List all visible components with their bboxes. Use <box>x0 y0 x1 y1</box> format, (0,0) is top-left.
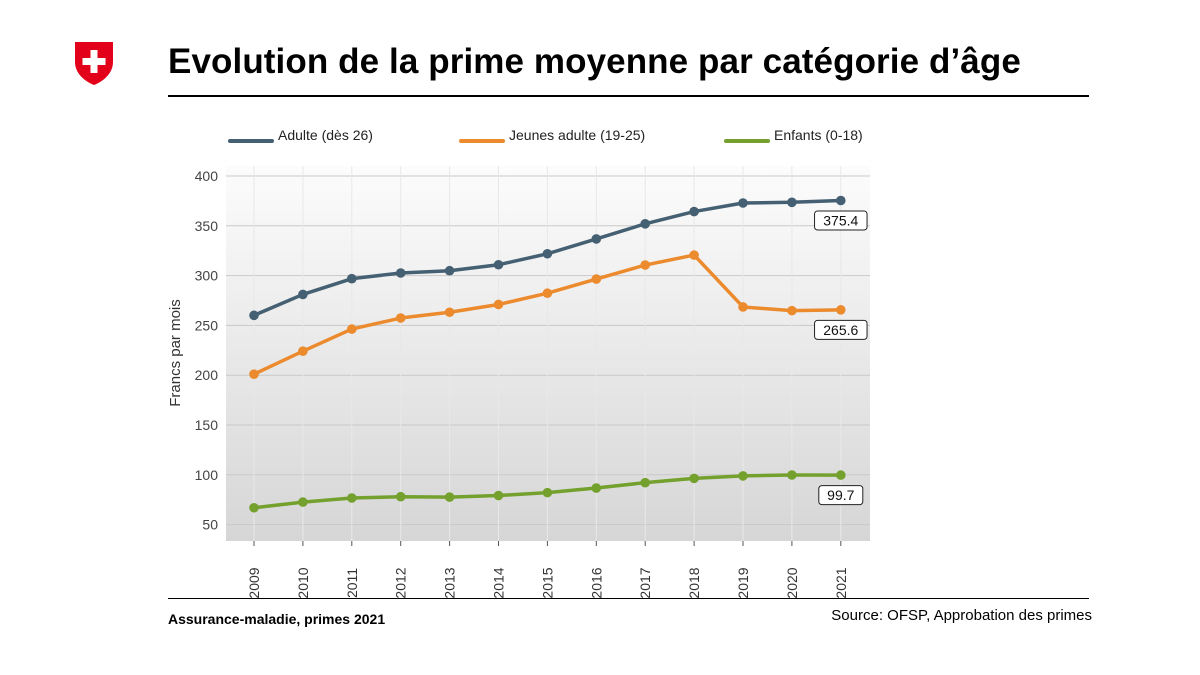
data-point <box>395 313 406 323</box>
y-tick-label: 350 <box>195 218 219 234</box>
legend-label: Adulte (dès 26) <box>278 127 373 143</box>
x-tick-label: 2017 <box>637 567 653 598</box>
data-point <box>249 369 259 380</box>
data-point <box>738 302 748 312</box>
x-tick-label: 2016 <box>588 567 604 598</box>
end-label-box <box>818 485 864 506</box>
data-point <box>493 259 504 270</box>
data-point <box>738 471 748 481</box>
data-point <box>689 473 699 484</box>
data-point <box>395 268 406 278</box>
data-point <box>249 310 259 321</box>
data-point <box>591 483 602 493</box>
source-note: Source: OFSP, Approbation des primes <box>831 607 1092 624</box>
y-tick-label: 250 <box>195 317 219 333</box>
data-point <box>395 491 406 502</box>
y-axis-ticks: 50 100 150 200 250 300 350 400 <box>195 168 219 533</box>
legend: Adulte (dès 26) Jeunes adulte (19-25) Enfa… <box>228 127 863 143</box>
data-point <box>836 470 846 480</box>
x-tick-label: 2021 <box>833 567 849 598</box>
data-point <box>444 492 455 502</box>
data-point <box>298 497 308 507</box>
data-point <box>493 490 504 501</box>
swiss-cross-logo <box>73 40 115 86</box>
x-tick-label: 2012 <box>393 567 409 598</box>
data-point <box>347 493 357 503</box>
end-label-box <box>814 210 868 231</box>
data-point <box>591 234 602 244</box>
end-labels: 375.4 265.6 99.7 <box>814 210 868 506</box>
x-axis-ticks: 2009 2010 2011 2012 2013 2014 2015 2016 2017 2018… <box>246 541 849 599</box>
data-point <box>542 487 553 498</box>
data-point <box>444 307 455 318</box>
x-tick-label: 2013 <box>442 567 458 598</box>
data-point <box>444 265 455 276</box>
legend-label: Enfants (0-18) <box>774 127 863 143</box>
data-point <box>640 219 650 229</box>
data-point <box>836 305 846 315</box>
data-point <box>787 470 797 480</box>
data-point <box>738 198 748 208</box>
data-point <box>836 195 846 206</box>
data-point <box>787 197 797 208</box>
data-point <box>298 346 308 356</box>
x-tick-label: 2014 <box>491 567 507 598</box>
data-point <box>347 324 357 334</box>
y-tick-label: 400 <box>195 168 219 184</box>
y-tick-label: 100 <box>195 467 219 483</box>
data-point <box>640 477 650 488</box>
x-tick-label: 2015 <box>539 567 555 598</box>
x-tick-label: 2011 <box>344 568 360 598</box>
y-tick-label: 200 <box>195 367 219 383</box>
x-tick-label: 2019 <box>735 567 751 598</box>
y-tick-label: 50 <box>202 517 218 533</box>
y-tick-label: 150 <box>195 417 219 433</box>
data-point <box>787 305 797 316</box>
data-point <box>347 273 357 284</box>
data-point <box>591 274 602 284</box>
x-tick-label: 2020 <box>784 567 800 598</box>
footer-divider <box>168 598 1089 599</box>
y-axis-label: Francs par mois <box>167 299 184 407</box>
plot-background <box>226 166 870 541</box>
page-title: Evolution de la prime moyenne par catégo… <box>168 42 1021 81</box>
data-point <box>542 248 553 259</box>
end-label-box <box>814 319 868 340</box>
y-tick-label: 300 <box>195 268 219 284</box>
data-point <box>689 250 699 260</box>
data-point <box>493 299 504 310</box>
data-point <box>249 502 259 513</box>
footer-caption: Assurance-maladie, primes 2021 <box>168 611 386 627</box>
data-point <box>640 260 650 270</box>
data-point <box>689 206 699 217</box>
x-tick-label: 2009 <box>246 567 262 598</box>
data-point <box>298 289 308 300</box>
end-label: 265.6 <box>823 322 858 338</box>
x-tick-label: 2010 <box>295 567 311 598</box>
series-lines <box>249 195 846 513</box>
legend-label: Jeunes adulte (19-25) <box>509 127 645 143</box>
x-tick-label: 2018 <box>686 567 702 598</box>
swiss-shield-icon <box>75 42 113 85</box>
end-label: 375.4 <box>823 213 858 229</box>
end-label: 99.7 <box>827 487 854 503</box>
data-point <box>542 288 553 299</box>
title-divider <box>168 95 1089 97</box>
